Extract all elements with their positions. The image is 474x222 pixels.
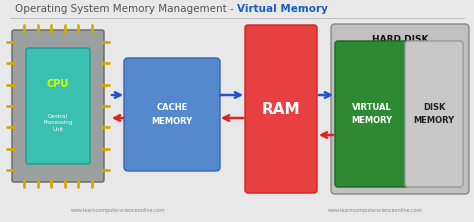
FancyBboxPatch shape [405, 41, 463, 187]
Text: CACHE
MEMORY: CACHE MEMORY [151, 103, 192, 126]
Text: Operating System Memory Management -: Operating System Memory Management - [15, 4, 237, 14]
Text: www.learncomputerscienceonline.com: www.learncomputerscienceonline.com [71, 208, 165, 212]
Text: Virtual Memory: Virtual Memory [237, 4, 328, 14]
Text: CPU: CPU [47, 79, 69, 89]
FancyBboxPatch shape [12, 30, 104, 182]
Text: RAM: RAM [262, 101, 301, 117]
FancyBboxPatch shape [335, 41, 409, 187]
FancyBboxPatch shape [124, 58, 220, 171]
Text: HARD DISK: HARD DISK [372, 36, 428, 44]
FancyBboxPatch shape [331, 24, 469, 194]
FancyBboxPatch shape [26, 48, 90, 164]
Text: Central
Processing
Unit: Central Processing Unit [44, 114, 73, 132]
Text: DISK
MEMORY: DISK MEMORY [413, 103, 455, 125]
FancyBboxPatch shape [245, 25, 317, 193]
Text: www.learncomputerscienceonline.com: www.learncomputerscienceonline.com [328, 208, 422, 212]
Text: VIRTUAL
MEMORY: VIRTUAL MEMORY [351, 103, 392, 125]
